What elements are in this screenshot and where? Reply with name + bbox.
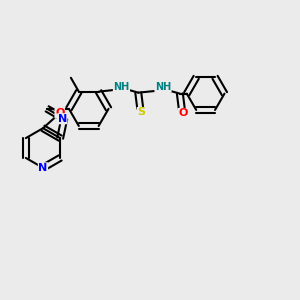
Text: O: O [55, 108, 64, 118]
Text: N: N [38, 163, 48, 173]
Text: NH: NH [113, 82, 130, 92]
Text: N: N [58, 114, 67, 124]
Text: S: S [137, 107, 145, 118]
Text: NH: NH [155, 82, 171, 92]
Text: O: O [178, 109, 188, 118]
